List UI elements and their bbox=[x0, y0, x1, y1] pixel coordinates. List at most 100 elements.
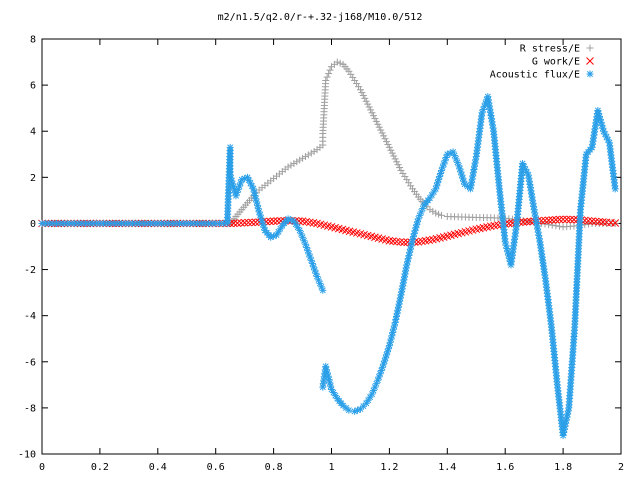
data-point bbox=[552, 222, 560, 230]
data-point bbox=[485, 99, 493, 107]
data-point bbox=[299, 154, 307, 162]
data-point bbox=[396, 164, 404, 172]
x-tick-label: 1.6 bbox=[496, 462, 514, 473]
data-point bbox=[322, 77, 330, 84]
y-tick-label: -10 bbox=[18, 450, 36, 461]
data-point bbox=[290, 160, 298, 167]
data-point bbox=[355, 83, 363, 91]
data-point bbox=[319, 286, 327, 294]
data-point bbox=[371, 115, 379, 123]
data-point bbox=[523, 217, 531, 226]
data-point bbox=[521, 165, 529, 173]
data-point bbox=[287, 161, 295, 169]
data-point bbox=[219, 219, 227, 227]
data-point bbox=[457, 168, 465, 176]
data-point bbox=[438, 211, 446, 219]
data-point bbox=[244, 173, 252, 181]
data-point bbox=[405, 179, 413, 187]
data-point bbox=[595, 217, 604, 226]
data-point bbox=[353, 80, 361, 88]
data-point bbox=[548, 216, 557, 224]
data-point bbox=[555, 222, 563, 230]
data-point bbox=[595, 109, 603, 117]
data-point bbox=[358, 89, 366, 97]
legend-label: G work/E bbox=[532, 57, 580, 68]
data-point bbox=[336, 59, 344, 67]
data-point bbox=[325, 70, 333, 78]
y-tick-label: 8 bbox=[30, 35, 36, 46]
data-point bbox=[570, 215, 578, 224]
data-point bbox=[234, 185, 242, 193]
data-point bbox=[428, 191, 436, 199]
series-0 bbox=[226, 58, 619, 231]
data-point bbox=[266, 217, 274, 226]
data-point bbox=[284, 163, 292, 171]
data-point bbox=[401, 173, 409, 181]
data-point bbox=[237, 219, 245, 227]
data-point bbox=[599, 218, 607, 226]
data-point bbox=[310, 147, 318, 155]
data-point bbox=[368, 109, 376, 117]
data-point bbox=[362, 97, 370, 105]
data-point bbox=[304, 151, 312, 159]
data-point bbox=[385, 143, 393, 151]
data-point bbox=[611, 185, 619, 193]
x-tick-label: 0 bbox=[39, 462, 45, 473]
data-point bbox=[399, 169, 407, 177]
y-tick-label: 2 bbox=[30, 173, 36, 184]
data-point bbox=[396, 238, 405, 246]
data-point bbox=[347, 70, 355, 78]
data-point bbox=[452, 155, 460, 163]
data-point bbox=[381, 135, 389, 143]
x-tick-label: 1.4 bbox=[438, 462, 456, 473]
data-point bbox=[394, 161, 402, 169]
data-point bbox=[251, 218, 260, 227]
x-tick-label: 1.8 bbox=[554, 462, 572, 473]
y-tick-label: 4 bbox=[30, 127, 36, 138]
y-tick-label: -2 bbox=[24, 265, 36, 276]
data-point bbox=[392, 237, 401, 246]
x-tick-label: 1 bbox=[328, 462, 334, 473]
data-point bbox=[374, 120, 382, 128]
data-point bbox=[383, 138, 391, 146]
y-tick-label: 6 bbox=[30, 81, 36, 92]
data-point bbox=[372, 117, 380, 125]
data-point bbox=[296, 156, 304, 164]
data-point bbox=[390, 152, 398, 160]
data-point bbox=[387, 146, 395, 154]
data-point bbox=[530, 202, 538, 210]
data-point bbox=[559, 215, 567, 224]
data-point bbox=[349, 73, 357, 81]
data-point bbox=[545, 221, 553, 229]
data-point bbox=[584, 220, 592, 228]
data-point bbox=[429, 207, 437, 215]
data-point bbox=[388, 149, 396, 157]
data-point bbox=[240, 218, 249, 227]
data-point bbox=[407, 182, 415, 190]
data-point bbox=[552, 215, 560, 224]
series-2 bbox=[38, 93, 619, 440]
axis-ticks: 0 0.2 0.4 0.6 0.8 1 1.2 1.4 1.6 1.8 2 -10 -8 -6 -4 -2 0 2… bbox=[18, 35, 624, 474]
data-point bbox=[532, 219, 540, 227]
data-point bbox=[541, 216, 549, 225]
data-point bbox=[269, 217, 278, 225]
data-point bbox=[351, 77, 359, 84]
data-point bbox=[426, 206, 434, 214]
data-point bbox=[489, 124, 497, 132]
data-point bbox=[380, 132, 388, 140]
x-tick-label: 2 bbox=[618, 462, 624, 473]
x-tick-label: 0.4 bbox=[149, 462, 167, 473]
data-point bbox=[375, 373, 383, 381]
data-point bbox=[331, 392, 339, 400]
data-point bbox=[306, 253, 314, 261]
x-tick-label: 0.2 bbox=[91, 462, 109, 473]
legend: R stress/E G work/E Acoustic flux/E bbox=[490, 44, 594, 81]
data-point bbox=[611, 219, 620, 227]
data-point bbox=[389, 237, 397, 245]
data-point bbox=[544, 216, 553, 225]
data-point bbox=[293, 158, 301, 166]
data-point bbox=[361, 94, 369, 102]
data-point bbox=[307, 149, 315, 157]
